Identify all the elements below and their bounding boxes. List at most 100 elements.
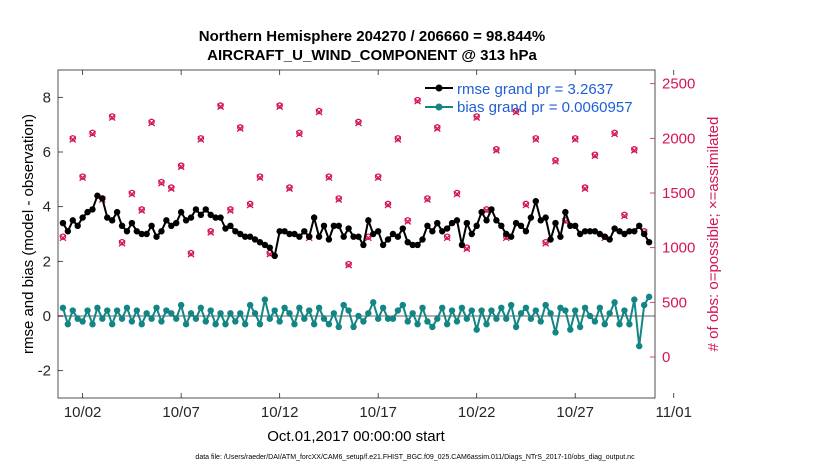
bias-point (370, 299, 377, 306)
rmse-point (389, 230, 397, 238)
obs-possible-marker (493, 146, 500, 153)
obs-assimilated-marker (148, 119, 156, 127)
obs-possible-marker (611, 129, 618, 137)
bias-point (227, 310, 234, 317)
rmse-point (177, 208, 185, 216)
obs-assimilated-stroke (148, 119, 156, 127)
bias-point (537, 318, 544, 325)
rmse-point (394, 233, 402, 240)
obs-possible-marker (552, 156, 559, 164)
obs-assimilated-stroke (542, 239, 550, 247)
obs-assimilated-marker (217, 103, 225, 111)
rmse-point (202, 206, 209, 213)
plot-frame (57, 69, 656, 399)
bias-point (567, 326, 574, 333)
bias-point (458, 304, 466, 311)
rmse-point (453, 217, 461, 224)
obs-assimilated-marker (473, 114, 481, 122)
bias-point (409, 310, 416, 317)
obs-assimilated-stroke (128, 190, 136, 198)
bias-point (399, 301, 407, 309)
rmse-point (596, 230, 604, 238)
obs-possible-marker (59, 233, 67, 240)
rmse-point (241, 233, 249, 240)
rmse-point (212, 214, 219, 221)
bias-point (241, 321, 249, 328)
rmse-point (473, 222, 480, 229)
y-tick-label: 2 (43, 253, 51, 270)
obs-assimilated-stroke (108, 114, 116, 122)
bias-point (596, 304, 604, 311)
obs-assimilated-marker (79, 174, 87, 182)
y-tick-label: 0 (43, 308, 51, 325)
rmse-point (207, 211, 214, 219)
obs-assimilated-stroke (236, 125, 244, 132)
rmse-point (463, 219, 471, 227)
bias-point (621, 307, 628, 314)
rmse-point (439, 228, 446, 235)
bias-point (59, 304, 67, 311)
obs-assimilated-marker (167, 185, 175, 193)
obs-assimilated-stroke (552, 157, 559, 165)
obs-possible-marker (246, 200, 254, 208)
obs-assimilated-stroke (571, 135, 579, 143)
obs-possible-marker (69, 135, 77, 142)
rmse-point (557, 233, 564, 240)
rmse-point (542, 214, 549, 221)
rmse-point (74, 222, 81, 229)
rmse-point (168, 222, 175, 229)
rmse-point (645, 239, 653, 246)
obs-assimilated-marker (108, 114, 116, 122)
rmse-point (296, 233, 303, 240)
rmse-point (237, 230, 244, 238)
bias-point (448, 307, 456, 314)
y2-tick-label: 2000 (662, 130, 695, 147)
bias-point (636, 342, 643, 350)
legend-bias-marker (435, 103, 443, 111)
bias-point (271, 307, 278, 314)
rmse-point (552, 219, 559, 227)
rmse-point (458, 241, 466, 249)
obs-possible-marker (424, 195, 431, 202)
rmse-point (335, 222, 342, 229)
obs-assimilated-marker (433, 125, 441, 132)
obs-possible-marker (256, 173, 264, 180)
bias-point (606, 310, 613, 317)
bias-point (557, 304, 564, 311)
obs-possible-marker (394, 135, 402, 142)
rmse-point (301, 228, 308, 235)
obs-assimilated-stroke (59, 234, 67, 242)
bias-point (488, 307, 495, 314)
x-tick-label: 10/22 (458, 404, 496, 421)
rmse-point (94, 192, 101, 199)
bias-point (168, 310, 175, 317)
bias-point (626, 321, 633, 328)
rmse-point (59, 219, 67, 227)
bias-point (286, 310, 293, 317)
obs-assimilated-stroke (315, 108, 323, 116)
rmse-point (547, 236, 554, 243)
bias-point (69, 307, 76, 314)
x-axis: 10/02 10/07 10/12 10/17 10/22 10/27 11/01 (64, 70, 692, 421)
obs-assimilated-stroke (630, 146, 638, 154)
rmse-point (138, 230, 145, 238)
obs-assimilated-stroke (621, 212, 628, 220)
bias-point (591, 318, 599, 325)
rmse-point (488, 206, 495, 213)
bias-point (493, 315, 500, 322)
bias-point (419, 304, 426, 311)
bias-point (251, 310, 259, 317)
obs-assimilated-marker (404, 217, 412, 225)
rmse-point (320, 222, 328, 229)
rmse-point (419, 236, 426, 243)
x-tick-label: 11/01 (655, 404, 691, 421)
obs-assimilated-marker (335, 196, 343, 204)
bias-point (468, 307, 475, 314)
obs-assimilated-marker (315, 108, 323, 116)
y-tick-label: 4 (43, 199, 51, 216)
rmse-point (192, 206, 200, 213)
rmse-point (143, 230, 150, 238)
obs-assimilated-marker (374, 174, 382, 182)
bias-point (246, 301, 254, 309)
rmse-point (636, 222, 643, 229)
